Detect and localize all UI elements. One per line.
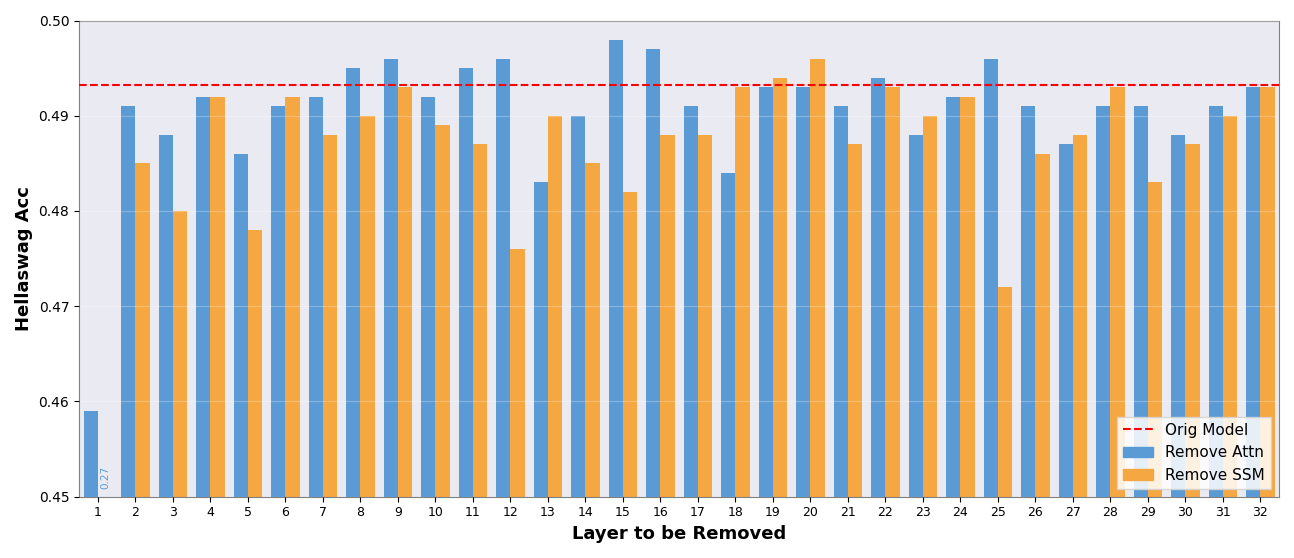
Text: 0.27: 0.27 — [100, 466, 110, 489]
Bar — [923, 116, 937, 558]
Bar — [136, 163, 150, 558]
Bar — [1171, 135, 1185, 558]
Bar — [159, 135, 173, 558]
Bar — [472, 145, 487, 558]
Bar — [360, 116, 374, 558]
Bar — [98, 497, 113, 558]
Bar — [646, 49, 660, 558]
Legend: Orig Model, Remove Attn, Remove SSM: Orig Model, Remove Attn, Remove SSM — [1117, 417, 1272, 489]
Bar — [533, 182, 547, 558]
Bar — [1209, 106, 1223, 558]
Bar — [345, 68, 360, 558]
Bar — [960, 97, 974, 558]
Bar — [1185, 145, 1200, 558]
Bar — [435, 125, 449, 558]
Bar — [1134, 106, 1148, 558]
Bar — [908, 135, 923, 558]
Bar — [885, 87, 899, 558]
Bar — [608, 40, 622, 558]
Bar — [510, 249, 524, 558]
Orig Model — [53, 82, 69, 89]
Bar — [247, 230, 261, 558]
X-axis label: Layer to be Removed: Layer to be Removed — [572, 525, 787, 543]
Bar — [571, 116, 585, 558]
Bar — [983, 59, 998, 558]
Bar — [1035, 154, 1049, 558]
Bar — [383, 59, 397, 558]
Bar — [697, 135, 712, 558]
Bar — [796, 87, 810, 558]
Bar — [1110, 87, 1124, 558]
Bar — [84, 411, 98, 558]
Bar — [833, 106, 848, 558]
Bar — [1246, 87, 1260, 558]
Bar — [322, 135, 336, 558]
Bar — [122, 106, 136, 558]
Bar — [1096, 106, 1110, 558]
Bar — [660, 135, 674, 558]
Bar — [270, 106, 285, 558]
Bar — [195, 97, 210, 558]
Bar — [721, 173, 735, 558]
Bar — [308, 97, 322, 558]
Bar — [1223, 116, 1237, 558]
Bar — [496, 59, 510, 558]
Orig Model — [91, 82, 106, 89]
Bar — [773, 78, 787, 558]
Bar — [585, 163, 599, 558]
Bar — [1073, 135, 1087, 558]
Bar — [458, 68, 472, 558]
Bar — [397, 87, 411, 558]
Bar — [233, 154, 247, 558]
Bar — [622, 192, 637, 558]
Bar — [210, 97, 225, 558]
Y-axis label: Hellaswag Acc: Hellaswag Acc — [16, 186, 34, 331]
Bar — [735, 87, 749, 558]
Bar — [285, 97, 299, 558]
Bar — [1021, 106, 1035, 558]
Bar — [1260, 87, 1275, 558]
Bar — [871, 78, 885, 558]
Bar — [810, 59, 824, 558]
Bar — [998, 287, 1012, 558]
Bar — [946, 97, 960, 558]
Bar — [547, 116, 562, 558]
Bar — [1148, 182, 1162, 558]
Bar — [421, 97, 435, 558]
Bar — [1058, 145, 1073, 558]
Bar — [758, 87, 773, 558]
Bar — [848, 145, 862, 558]
Bar — [173, 211, 188, 558]
Bar — [683, 106, 697, 558]
